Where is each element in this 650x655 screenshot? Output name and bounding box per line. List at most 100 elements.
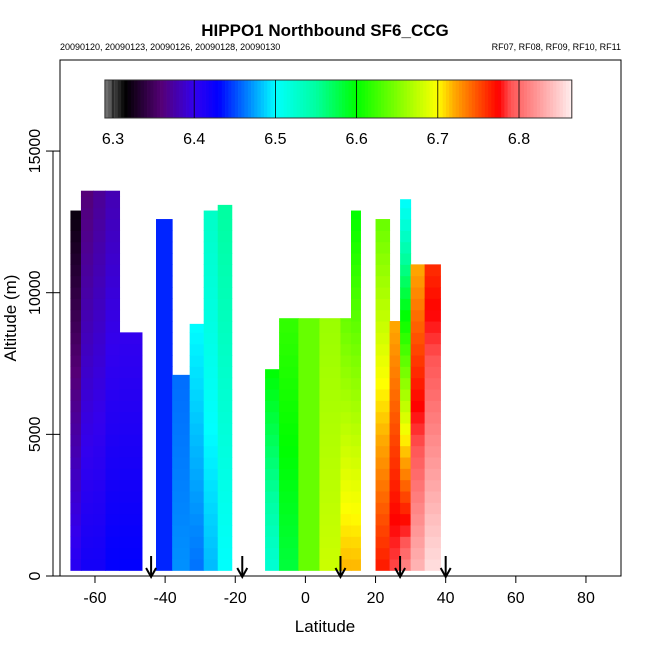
data-cell [172,559,191,571]
data-cell [319,559,341,571]
data-cell [400,434,412,447]
data-cell [424,309,441,322]
data-cell [156,377,173,390]
data-cell [279,525,299,537]
data-cell [400,253,412,265]
data-cell [279,332,299,345]
arrow-head [236,567,249,580]
colorbar-swatch [406,80,411,118]
colorbar-swatch [280,80,284,118]
data-cell [410,298,426,311]
data-cell [389,400,401,413]
colorbar-swatch [270,80,275,118]
data-cell [119,434,143,447]
data-cell [298,366,320,379]
data-cell [400,321,412,333]
data-cell [424,343,441,356]
colorbar-swatch [523,80,528,118]
colorbar-swatch [364,80,369,118]
colorbar-swatch [140,80,145,118]
data-cell [389,491,401,503]
data-cell [203,434,219,447]
data-cell [217,468,233,481]
colorbar-swatch [488,80,492,118]
data-cell [375,253,391,265]
data-cell [156,400,173,413]
data-cell [70,355,82,367]
data-cell [70,332,82,345]
colorbar-swatch [186,80,190,118]
colorbar-swatch [332,80,336,118]
data-cell [410,400,426,413]
data-cell [70,275,82,288]
data-cell [265,445,280,458]
data-cell [93,190,107,197]
x-tick-label: 20 [367,590,385,607]
data-cell [156,343,173,356]
chart-title: HIPPO1 Northbound SF6_CCG [201,21,448,40]
data-cell [93,241,107,254]
data-cell [340,400,352,413]
data-cell [203,309,219,322]
colorbar-swatch [530,80,534,118]
data-cell [410,457,426,469]
data-cell [400,377,412,390]
colorbar-swatch [137,80,141,118]
data-cell [156,287,173,299]
x-tick-label: -60 [83,590,106,607]
data-cell [400,400,412,413]
data-cell [80,502,94,515]
colorbar-tick-label: 6.8 [508,131,530,148]
colorbar-swatch [234,80,239,118]
data-cell [279,468,299,481]
data-cell [279,423,299,435]
x-tick-label: -20 [224,590,247,607]
data-cell [93,457,107,469]
colorbar-swatch [400,80,405,118]
data-cell [203,298,219,311]
data-cell [319,332,341,345]
data-cell [375,536,391,549]
data-cell [265,547,280,560]
data-cell [189,377,205,390]
data-cell [189,389,205,401]
data-cell [217,536,233,549]
data-cell [203,275,219,288]
colorbar-swatch [393,80,398,118]
data-cell [350,559,361,571]
data-cell [80,219,94,231]
data-cell [375,411,391,424]
data-cell [156,321,173,333]
data-cell [340,355,352,367]
data-cell [119,513,143,526]
data-cell [105,468,121,481]
data-cell [298,457,320,469]
data-cell [156,536,173,549]
data-cell [400,355,412,367]
colorbar-swatch [426,80,431,118]
data-cell [350,241,361,254]
data-cell [217,502,233,515]
data-cell [350,423,361,435]
data-cell [156,264,173,277]
data-cell [265,468,280,481]
data-cell [350,457,361,469]
data-cell [350,287,361,299]
data-cell [217,434,233,447]
data-cell [424,434,441,447]
data-cell [80,207,94,220]
colorbar-swatch [562,80,567,118]
data-cell [375,457,391,469]
data-cell [375,366,391,379]
data-cell [70,491,82,503]
colorbar-swatch [309,80,314,118]
colorbar-swatch [166,80,171,118]
data-cell [172,374,191,379]
data-cell [340,343,352,356]
colorbar-swatch [429,80,434,118]
data-cell [156,411,173,424]
data-cell [298,423,320,435]
data-cell [80,479,94,492]
data-cell [217,355,233,367]
data-cell [340,457,352,469]
